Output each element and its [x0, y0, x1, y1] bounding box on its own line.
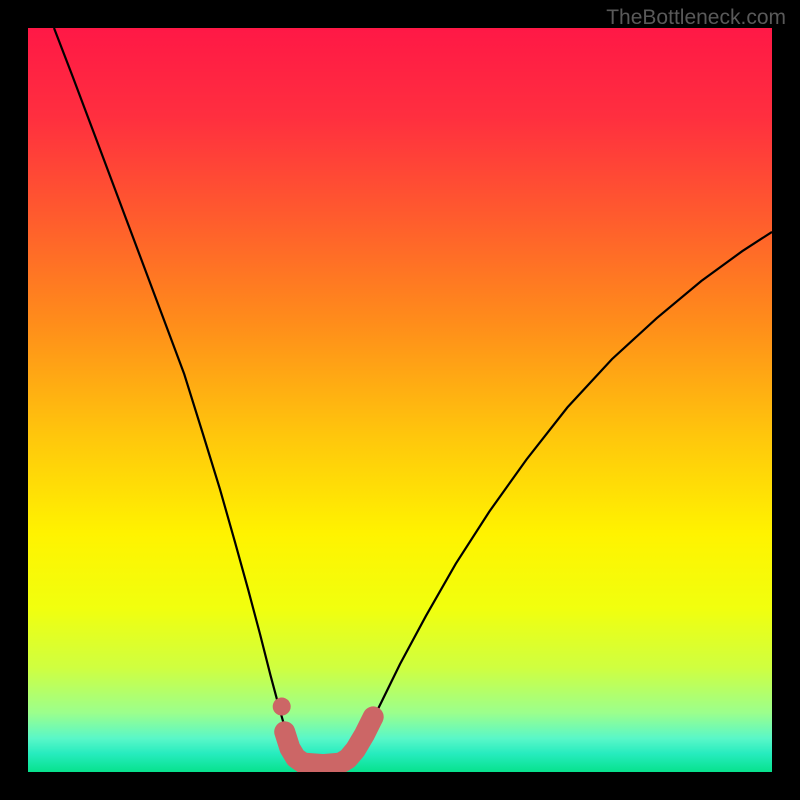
highlight-dot [273, 698, 291, 716]
watermark-text: TheBottleneck.com [606, 6, 786, 30]
gradient-background [28, 28, 772, 772]
chart-svg [28, 28, 772, 772]
plot-area [28, 28, 772, 772]
